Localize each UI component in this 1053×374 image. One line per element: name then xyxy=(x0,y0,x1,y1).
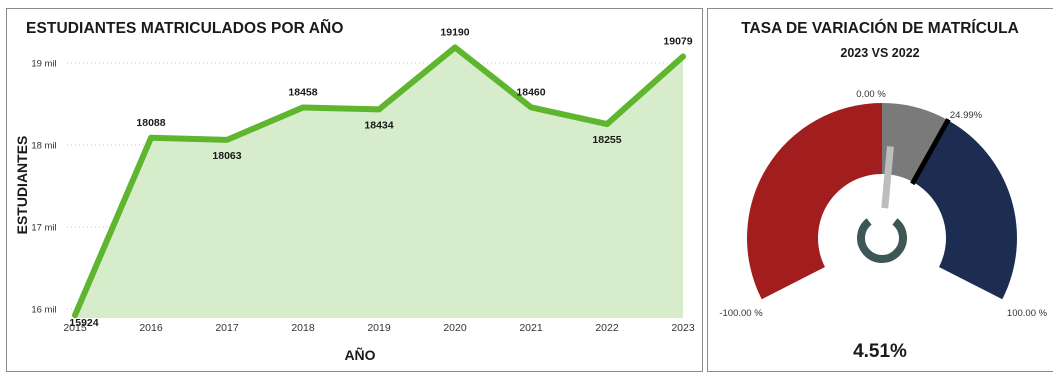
gauge-hub xyxy=(857,218,907,263)
data-label: 18255 xyxy=(592,134,621,146)
area-fill xyxy=(75,47,683,319)
y-axis-title: ESTUDIANTES xyxy=(14,136,30,235)
x-tick-label: 2020 xyxy=(443,322,467,334)
gauge-band xyxy=(882,103,948,183)
x-axis-title: AÑO xyxy=(344,346,375,363)
data-point xyxy=(376,106,382,112)
x-tick-label: 2021 xyxy=(519,322,543,334)
data-point xyxy=(300,104,306,110)
x-tick-label: 2016 xyxy=(139,322,163,334)
data-label: 19079 xyxy=(663,36,692,48)
data-point xyxy=(604,121,610,127)
gauge-subtitle: 2023 VS 2022 xyxy=(840,46,920,60)
y-tick-label: 18 mil xyxy=(31,141,56,152)
y-tick-label: 16 mil xyxy=(31,305,56,316)
x-tick-label: 2023 xyxy=(671,322,695,334)
gauge-band xyxy=(747,103,882,300)
data-point xyxy=(452,44,458,50)
enrollment-line-chart: 15924 18088 18063 18458 18434 19190 18460 18255… xyxy=(14,26,695,363)
gauge-needle xyxy=(881,146,894,209)
gauge-tick-label: 0.00 % xyxy=(856,89,886,100)
data-label: 18088 xyxy=(136,117,165,129)
x-tick-label: 2015 xyxy=(63,322,87,334)
gauge-target-marker xyxy=(910,118,951,186)
data-label: 18434 xyxy=(364,119,393,131)
gauge-tick-label: 24.99% xyxy=(950,110,983,121)
chart-title: ESTUDIANTES MATRICULADOS POR AÑO xyxy=(26,20,344,37)
data-label: 15924 xyxy=(69,317,98,329)
data-point xyxy=(72,312,78,318)
gauge-value: 4.51% xyxy=(853,341,907,362)
gauge-tick-label: -100.00 % xyxy=(719,308,763,319)
x-tick-label: 2019 xyxy=(367,322,391,334)
gauge-tick-label: 100.00 % xyxy=(1007,308,1048,319)
x-tick-label: 2022 xyxy=(595,322,619,334)
variation-gauge: -100.00 % 0.00 % 24.99% 100.00 % xyxy=(719,89,1048,319)
x-tick-label: 2017 xyxy=(215,322,239,334)
data-point xyxy=(224,137,230,143)
data-label: 19190 xyxy=(440,26,469,38)
data-label: 18460 xyxy=(516,86,545,98)
data-point xyxy=(528,104,534,110)
data-label: 18458 xyxy=(288,86,317,98)
y-tick-label: 17 mil xyxy=(31,223,56,234)
y-tick-label: 19 mil xyxy=(31,59,56,70)
x-tick-label: 2018 xyxy=(291,322,315,334)
data-point xyxy=(148,135,154,141)
gauge-title: TASA DE VARIACIÓN DE MATRÍCULA xyxy=(741,20,1019,37)
data-point xyxy=(680,54,686,60)
data-label: 18063 xyxy=(212,150,241,162)
gauge-band xyxy=(913,120,1017,300)
